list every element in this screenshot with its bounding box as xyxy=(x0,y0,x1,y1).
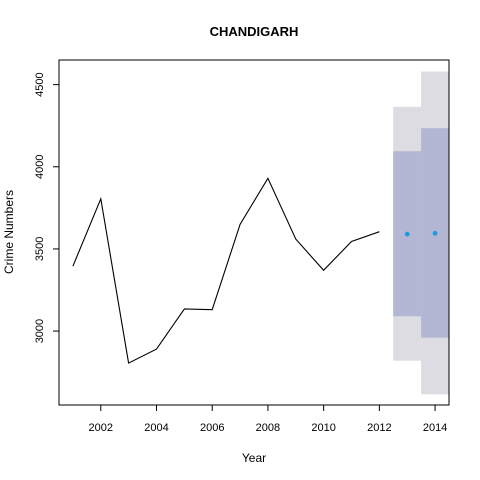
chart-title: CHANDIGARH xyxy=(210,24,299,39)
y-tick-label-3500: 3500 xyxy=(34,237,46,261)
x-tick-label-2002: 2002 xyxy=(89,422,113,434)
series-group xyxy=(72,177,380,364)
x-axis: 2002 2004 2006 2008 2010 2012 2014 xyxy=(89,404,447,434)
series-line xyxy=(72,177,380,364)
x-tick-label-2010: 2010 xyxy=(311,422,335,434)
forecast-bands xyxy=(393,71,449,395)
x-axis-label: Year xyxy=(242,451,266,465)
y-tick-label-4500: 4500 xyxy=(34,72,46,96)
y-axis: 3000 3500 4000 4500 xyxy=(34,72,60,343)
forecast-point-2014 xyxy=(432,230,438,236)
y-axis-label: Crime Numbers xyxy=(2,190,16,274)
x-tick-label-2008: 2008 xyxy=(256,422,280,434)
forecast-point-2013 xyxy=(404,231,410,237)
x-tick-label-2012: 2012 xyxy=(367,422,391,434)
x-tick-label-2006: 2006 xyxy=(200,422,224,434)
forecast-points xyxy=(404,230,438,237)
x-tick-label-2014: 2014 xyxy=(423,422,447,434)
y-tick-label-4000: 4000 xyxy=(34,155,46,179)
y-tick-label-3000: 3000 xyxy=(34,319,46,343)
x-tick-label-2004: 2004 xyxy=(144,422,168,434)
plot-frame xyxy=(58,59,450,406)
